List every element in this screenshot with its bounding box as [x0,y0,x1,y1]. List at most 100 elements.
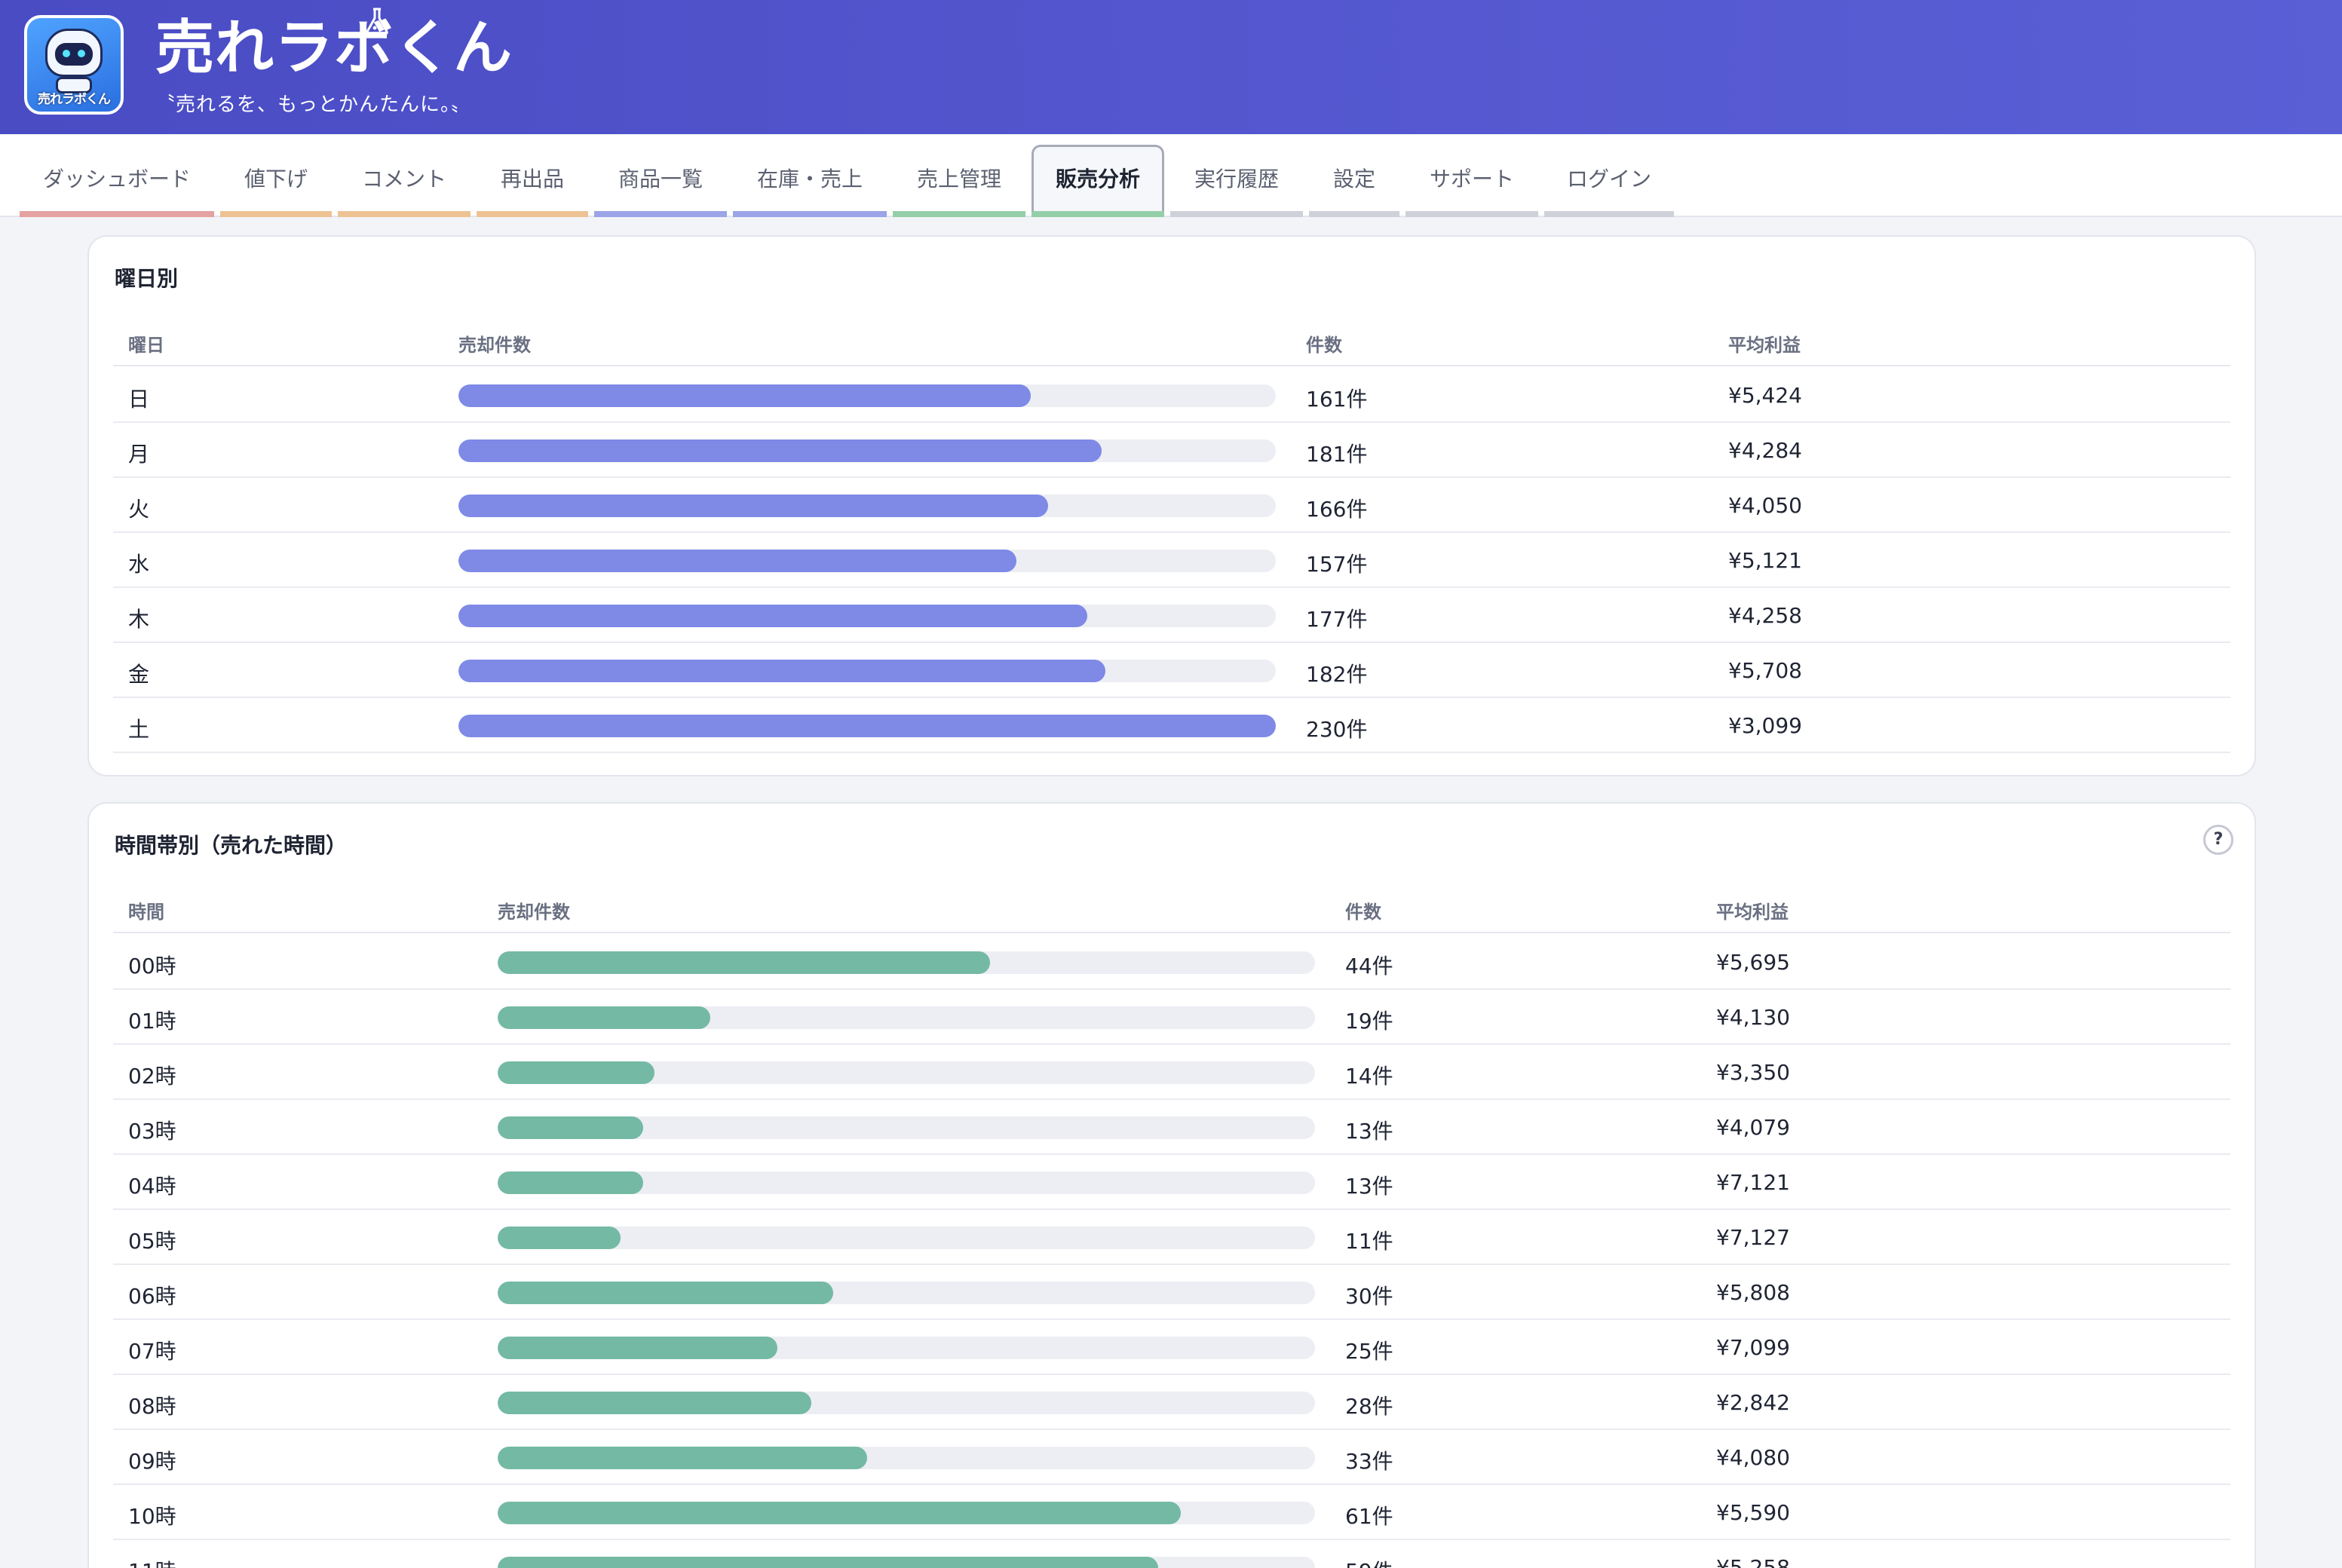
count-value: 13件 [1345,1174,1393,1199]
table-row: 金 182件 ¥5,708 [113,643,2230,698]
sales-bar-fill [498,1337,778,1359]
table-row: 01時 19件 ¥4,130 [113,990,2230,1045]
row-label: 00時 [128,954,176,978]
app-logo[interactable]: 売れラボくん [24,15,124,115]
sales-bar-track [498,1171,1315,1194]
tab-1[interactable]: ダッシュボード [20,134,214,217]
tab-4[interactable]: 再出品 [477,134,588,217]
tab-label: 売上管理 [916,167,1001,191]
sales-bar-fill [458,715,1276,737]
tab-11[interactable]: サポート [1406,134,1538,217]
avg-profit-value: ¥3,350 [1716,1060,1790,1085]
tab-label: 実行履歴 [1194,167,1279,191]
tab-label: サポート [1429,167,1514,191]
tab-2[interactable]: 値下げ [220,134,332,217]
tab-12[interactable]: ログイン [1544,134,1674,217]
sales-bar-fill [498,1282,834,1304]
avg-profit-value: ¥4,284 [1728,438,1802,463]
tab-label: 設定 [1332,167,1375,191]
tab-label: 商品一覧 [618,167,703,191]
sales-bar-fill [458,495,1049,517]
tab-color-bar [338,211,471,217]
sales-bar-fill [498,1447,868,1469]
col-sales-bar: 売却件数 [458,335,531,356]
avg-profit-value: ¥5,590 [1716,1500,1790,1525]
row-label: 03時 [128,1119,176,1144]
sales-bar-fill [458,550,1016,572]
tab-5[interactable]: 商品一覧 [594,134,727,217]
row-label: 07時 [128,1339,176,1364]
row-label: 木 [128,607,150,632]
sales-bar-track [498,1006,1315,1029]
tab-color-bar [733,211,887,217]
question-icon[interactable]: ? [2203,825,2233,855]
row-label: 土 [128,717,150,742]
hourly-card-title: 時間帯別（売れた時間） [115,833,348,858]
col-count: 件数 [1306,335,1342,356]
avg-profit-value: ¥5,258 [1716,1555,1790,1568]
sales-bar-track [458,715,1276,737]
count-value: 11件 [1345,1229,1393,1254]
sales-bar-track [498,1392,1315,1414]
avg-profit-value: ¥5,121 [1728,548,1802,573]
tab-7[interactable]: 売上管理 [893,134,1025,217]
table-row: 04時 13件 ¥7,121 [113,1155,2230,1210]
tab-color-bar [1170,211,1303,217]
flask-icon [366,8,388,35]
tab-8[interactable]: 販売分析 [1032,134,1164,217]
count-value: 230件 [1306,717,1368,742]
col-sales-bar: 売却件数 [498,902,570,923]
avg-profit-value: ¥2,842 [1716,1390,1790,1415]
table-row: 水 157件 ¥5,121 [113,533,2230,588]
table-row: 06時 30件 ¥5,808 [113,1265,2230,1320]
sales-bar-fill [498,1227,621,1249]
col-avg-profit: 平均利益 [1716,902,1789,923]
count-value: 30件 [1345,1284,1393,1309]
count-value: 44件 [1345,954,1393,978]
sales-bar-fill [458,605,1088,627]
sales-bar-track [498,1337,1315,1359]
tab-color-bar [1032,211,1164,217]
avg-profit-value: ¥3,099 [1728,713,1802,738]
tab-color-bar [220,211,332,217]
count-value: 19件 [1345,1009,1393,1034]
active-tab-frame [1032,145,1164,211]
tab-label: 販売分析 [1055,167,1140,191]
col-avg-profit: 平均利益 [1728,335,1801,356]
avg-profit-value: ¥5,808 [1716,1280,1790,1305]
sales-bar-fill [498,1557,1159,1568]
avg-profit-value: ¥4,130 [1716,1005,1790,1030]
sales-bar-track [498,1061,1315,1084]
avg-profit-value: ¥4,050 [1728,493,1802,518]
tab-3[interactable]: コメント [338,134,471,217]
table-row: 火 166件 ¥4,050 [113,478,2230,533]
table-row: 09時 33件 ¥4,080 [113,1430,2230,1485]
tab-9[interactable]: 実行履歴 [1170,134,1303,217]
tab-label: 値下げ [244,167,308,191]
row-label: 水 [128,552,150,577]
app-header: 売れラボくん 売れラボくん 〝売れるを、もっとかんたんに。〟 [0,0,2342,134]
tab-color-bar [893,211,1025,217]
row-label: 金 [128,662,150,687]
count-value: 166件 [1306,497,1368,522]
sales-bar-fill [458,384,1031,407]
sales-bar-track [498,1557,1315,1568]
tab-label: 再出品 [500,167,564,191]
avg-profit-value: ¥7,099 [1716,1335,1790,1360]
count-value: 61件 [1345,1504,1393,1529]
tab-10[interactable]: 設定 [1309,134,1399,217]
sales-bar-track [458,605,1276,627]
row-label: 02時 [128,1064,176,1089]
table-row: 03時 13件 ¥4,079 [113,1100,2230,1155]
row-label: 月 [128,442,150,467]
row-label: 09時 [128,1449,176,1474]
table-row: 08時 28件 ¥2,842 [113,1375,2230,1430]
robot-mascot-icon [45,29,103,77]
row-label: 06時 [128,1284,176,1309]
sales-bar-track [458,439,1276,462]
hourly-table-header: 時間 売却件数 件数 平均利益 [113,880,2230,933]
count-value: 13件 [1345,1119,1393,1144]
tab-label: 在庫・売上 [756,167,863,191]
main-nav: ダッシュボード 値下げ コメント 再出品 商品一覧 在庫・売上 売上管理 販売分析 実行履歴 設定… [0,134,2342,217]
tab-6[interactable]: 在庫・売上 [733,134,887,217]
